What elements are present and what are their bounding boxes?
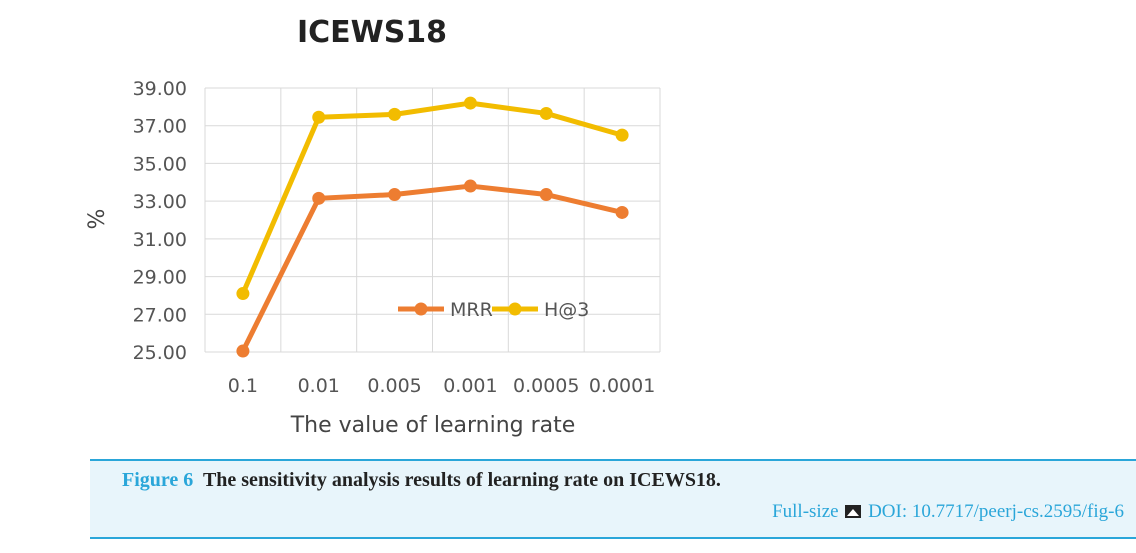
legend: MRR H@3 (398, 299, 589, 321)
data-point (312, 191, 326, 205)
y-axis-label: % (85, 209, 110, 230)
legend-item-h3: H@3 (492, 299, 589, 321)
image-icon (845, 505, 862, 518)
data-point (615, 205, 629, 219)
data-point (388, 188, 402, 202)
data-point (236, 287, 250, 301)
y-tick-label: 39.00 (133, 78, 187, 100)
legend-item-mrr: MRR (398, 299, 493, 321)
caption-links: Full-size DOI: 10.7717/peerj-cs.2595/fig… (772, 501, 1124, 523)
figure-caption: Figure 6 The sensitivity analysis result… (90, 459, 1136, 539)
data-point (539, 106, 553, 120)
legend-marker (414, 302, 428, 316)
doi-link[interactable]: DOI: 10.7717/peerj-cs.2595/fig-6 (868, 501, 1124, 522)
full-size-link[interactable]: Full-size (772, 501, 839, 522)
y-tick-label: 29.00 (133, 267, 187, 289)
legend-label: MRR (450, 299, 493, 321)
x-tick-label: 0.01 (298, 375, 340, 397)
data-point (312, 110, 326, 124)
x-tick-labels: 0.1 0.01 0.005 0.001 0.0005 0.0001 (228, 375, 656, 397)
x-tick-label: 0.1 (228, 375, 258, 397)
series-mrr (236, 179, 629, 358)
y-tick-label: 27.00 (133, 304, 187, 326)
series (236, 96, 629, 358)
legend-label: H@3 (544, 299, 589, 321)
data-point (463, 179, 477, 193)
data-point (388, 107, 402, 121)
y-tick-label: 37.00 (133, 116, 187, 138)
caption-text: The sensitivity analysis results of lear… (202, 469, 721, 491)
y-tick-label: 31.00 (133, 229, 187, 251)
x-tick-label: 0.001 (443, 375, 497, 397)
x-tick-label: 0.005 (367, 375, 421, 397)
x-tick-label: 0.0001 (589, 375, 655, 397)
y-tick-labels: 25.00 27.00 29.00 31.00 33.00 35.00 37.00 39.00 (133, 78, 187, 364)
series-line (240, 183, 623, 353)
y-tick-label: 35.00 (133, 153, 187, 175)
figure-label: Figure 6 (122, 469, 194, 491)
line-chart: ICEWS18 25.00 27.00 29.00 31.00 33.00 35.00 37… (85, 15, 661, 438)
chart-title: ICEWS18 (297, 15, 447, 50)
series-line (240, 100, 623, 295)
x-axis-label: The value of learning rate (290, 413, 576, 438)
data-point (236, 344, 250, 358)
data-point (463, 96, 477, 110)
data-point (615, 128, 629, 142)
series-h3 (236, 96, 629, 301)
y-tick-label: 33.00 (133, 191, 187, 213)
y-tick-label: 25.00 (133, 342, 187, 364)
x-tick-label: 0.0005 (513, 375, 579, 397)
data-point (539, 188, 553, 202)
legend-marker (508, 302, 522, 316)
caption-title: Figure 6 The sensitivity analysis result… (122, 469, 721, 492)
